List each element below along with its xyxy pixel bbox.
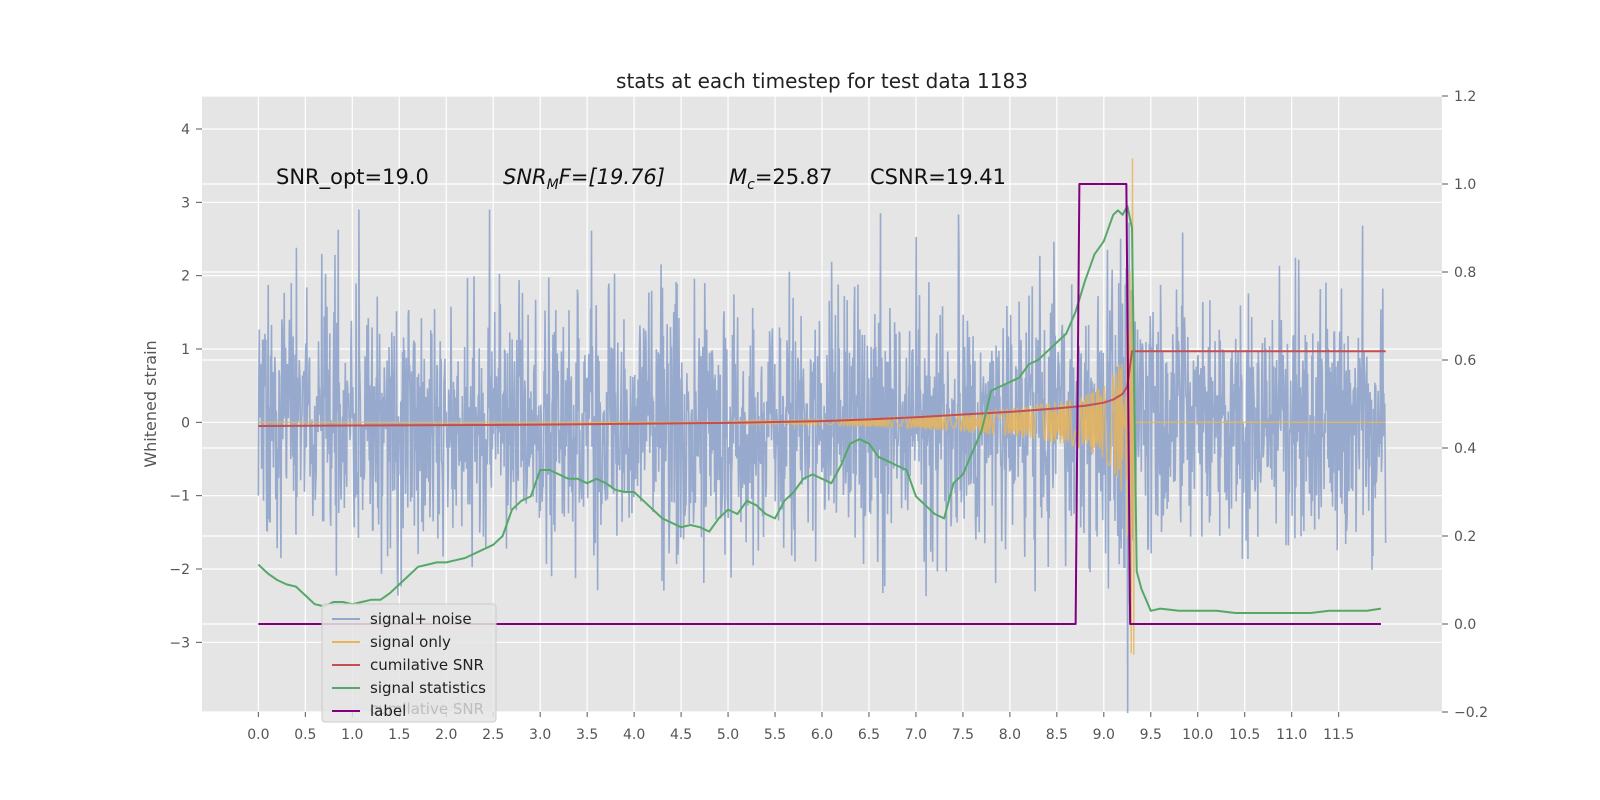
- x-tick-label: 7.5: [952, 727, 974, 743]
- x-tick-label: 8.0: [999, 727, 1021, 743]
- x-tick-label: 5.0: [717, 727, 739, 743]
- x-tick-label: 1.5: [388, 727, 410, 743]
- x-tick-label: 9.5: [1140, 727, 1162, 743]
- annotation-snr-mf: SNRMF=[19.76]: [503, 165, 665, 193]
- chart-title: stats at each timestep for test data 118…: [616, 69, 1028, 93]
- legend-frame: [321, 603, 497, 723]
- legend-entry: signal+ noise: [370, 610, 472, 628]
- x-tick-label: 2.0: [435, 727, 457, 743]
- x-tick-label: 10.5: [1229, 727, 1260, 743]
- y-tick-label: 2: [181, 269, 190, 285]
- signal-statistics-line: [257, 205, 1382, 614]
- y2-tick-label: 1.0: [1454, 177, 1476, 193]
- x-tick-label: 3.0: [529, 727, 551, 743]
- x-tick-label: 8.5: [1046, 727, 1068, 743]
- y-tick-label: −2: [169, 562, 190, 578]
- signal-noise-series: [257, 209, 1387, 714]
- y-axis-label: Whitened strain: [141, 340, 160, 467]
- x-tick-label: 9.0: [1093, 727, 1115, 743]
- x-tick-label: 6.0: [811, 727, 833, 743]
- y-tick-label: −1: [169, 489, 190, 505]
- x-tick-label: 2.5: [482, 727, 504, 743]
- x-tick-label: 10.0: [1182, 727, 1213, 743]
- legend: cumilative SNR signal+ noise signal only c…: [321, 603, 497, 723]
- y2-tick-label: 0.2: [1454, 529, 1476, 545]
- signal-noise-line: [257, 209, 1387, 714]
- x-tick-label: 3.5: [576, 727, 598, 743]
- legend-entry: cumilative SNR: [370, 656, 484, 674]
- y2-tick-label: 0.0: [1454, 617, 1476, 633]
- x-tick-label: 0.5: [294, 727, 316, 743]
- cumilative-snr-line: [258, 350, 1386, 427]
- x-tick-label: 11.0: [1276, 727, 1307, 743]
- y-tick-label: −3: [169, 635, 190, 651]
- y2-tick-label: 0.6: [1454, 353, 1476, 369]
- x-tick-label: 5.5: [764, 727, 786, 743]
- x-tick-label: 0.0: [247, 727, 269, 743]
- x-axis-ticks: 0.0 0.5 1.0 1.5 2.0 2.5 3.0 3.5 4.0 4.5 5.0 5.5 6.0 6…: [247, 712, 1354, 743]
- y-tick-label: 3: [181, 195, 190, 211]
- legend-entry: label: [370, 702, 406, 720]
- y2-tick-label: 0.4: [1454, 441, 1476, 457]
- x-tick-label: 6.5: [858, 727, 880, 743]
- y-tick-label: 1: [181, 342, 190, 358]
- legend-entry: signal statistics: [370, 679, 486, 697]
- signal-only-series: [258, 158, 1386, 655]
- label-line: [258, 183, 1381, 625]
- annotation-csnr: CSNR=19.41: [870, 165, 1006, 189]
- signal-only-line: [258, 158, 1386, 655]
- annotation-snr-opt: SNR_opt=19.0: [276, 165, 429, 190]
- y2-tick-label: 0.8: [1454, 265, 1476, 281]
- annotation-mc: Mc=25.87: [729, 165, 833, 193]
- x-tick-label: 4.0: [623, 727, 645, 743]
- x-tick-label: 11.5: [1323, 727, 1354, 743]
- legend-entry: signal only: [370, 633, 451, 651]
- x-tick-label: 1.0: [341, 727, 363, 743]
- y2-tick-label: −0.2: [1454, 705, 1488, 721]
- x-tick-label: 7.0: [905, 727, 927, 743]
- y2-axis-ticks: −0.2 0.0 0.2 0.4 0.6 0.8 1.0 1.2: [1442, 89, 1488, 721]
- line-series: [257, 183, 1386, 625]
- y-tick-label: 4: [181, 122, 190, 138]
- legend-ghost-text: cumilative SNR: [370, 700, 484, 718]
- y2-tick-label: 1.2: [1454, 89, 1476, 105]
- y-axis-ticks: −3 −2 −1 0 1 2 3 4: [169, 122, 202, 651]
- y-tick-label: 0: [181, 415, 190, 431]
- x-tick-label: 4.5: [670, 727, 692, 743]
